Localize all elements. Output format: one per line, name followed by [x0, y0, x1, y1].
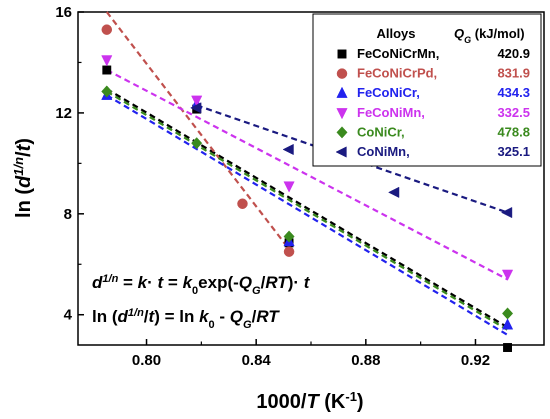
equation-linear: ln (d1/n/t) = ln k0 - QG/RT: [92, 307, 280, 331]
data-point: [284, 182, 294, 192]
equation-rate: d1/n = k· t = k0exp(-QG/RT)· t: [92, 273, 311, 297]
legend-label: CoNiCr,: [357, 124, 405, 139]
legend-label: FeCoNiCrMn,: [357, 46, 439, 61]
legend: Alloys QG (kJ/mol) FeCoNiCrMn, 420.9FeCoN…: [313, 14, 541, 166]
legend-header-alloys: Alloys: [376, 26, 415, 41]
data-point: [102, 86, 112, 97]
data-point: [389, 187, 399, 197]
x-axis-title: 1000/T (K-1): [256, 389, 363, 414]
x-tick-label: 0.84: [242, 352, 272, 369]
legend-label: FeCoNiCrPd,: [357, 66, 437, 81]
y-axis-title: ln (d1/n/t): [11, 138, 36, 218]
data-point: [102, 56, 112, 66]
data-point: [103, 66, 111, 74]
data-point: [503, 343, 511, 351]
data-point: [102, 25, 112, 35]
legend-q-value: 478.8: [497, 124, 530, 139]
legend-q-value: 434.3: [497, 85, 530, 100]
legend-label: FeCoNiMn,: [357, 105, 425, 120]
x-tick-label: 0.92: [461, 352, 490, 369]
x-tick-label: 0.80: [132, 352, 161, 369]
data-point: [237, 199, 247, 209]
legend-q-value: 420.9: [497, 46, 530, 61]
legend-marker: [338, 50, 346, 58]
data-point: [502, 270, 512, 280]
x-tick-label: 0.88: [351, 352, 380, 369]
legend-q-value: 831.9: [497, 66, 530, 81]
fit-line: [107, 12, 289, 249]
data-point: [502, 207, 512, 217]
data-point: [283, 144, 293, 154]
y-tick-label: 4: [64, 307, 73, 324]
legend-q-value: 332.5: [497, 105, 530, 120]
data-point: [502, 308, 512, 319]
y-tick-label: 8: [64, 206, 72, 223]
legend-item: FeCoNiCrMn, 420.9: [338, 46, 530, 61]
legend-q-value: 325.1: [497, 144, 530, 159]
legend-label: CoNiMn,: [357, 144, 410, 159]
data-point: [284, 247, 294, 257]
legend-label: FeCoNiCr,: [357, 85, 420, 100]
y-tick-label: 12: [55, 105, 72, 122]
legend-marker: [337, 69, 347, 79]
y-tick-label: 16: [55, 4, 72, 21]
legend-item: FeCoNiCrPd, 831.9: [337, 66, 530, 81]
